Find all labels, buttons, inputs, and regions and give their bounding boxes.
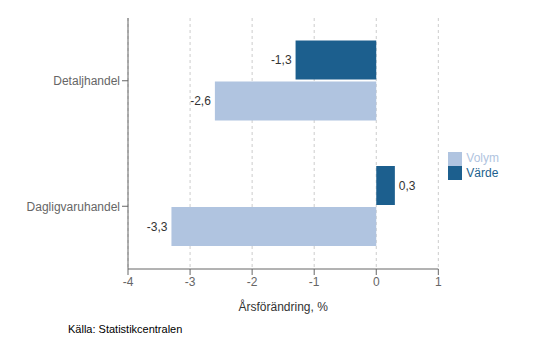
svg-text:1: 1 xyxy=(435,275,442,289)
svg-text:-1: -1 xyxy=(309,275,320,289)
svg-text:Dagligvaruhandel: Dagligvaruhandel xyxy=(27,200,120,214)
svg-text:-2,6: -2,6 xyxy=(190,94,211,108)
svg-text:-3,3: -3,3 xyxy=(147,220,168,234)
svg-text:-2: -2 xyxy=(247,275,258,289)
svg-text:-4: -4 xyxy=(123,275,134,289)
svg-text:Detaljhandel: Detaljhandel xyxy=(53,74,120,88)
html-text:Källa: Statistikcentralen: Källa: Statistikcentralen xyxy=(68,323,183,335)
svg-text:-1,3: -1,3 xyxy=(271,53,292,67)
html-text:Värde: Värde xyxy=(466,165,499,180)
svg-text:0,3: 0,3 xyxy=(399,179,416,193)
svg-text:-3: -3 xyxy=(185,275,196,289)
svg-text:0: 0 xyxy=(373,275,380,289)
svg-text:Årsförändring, %: Årsförändring, % xyxy=(238,299,328,314)
html-text:Volym: Volym xyxy=(466,150,499,165)
